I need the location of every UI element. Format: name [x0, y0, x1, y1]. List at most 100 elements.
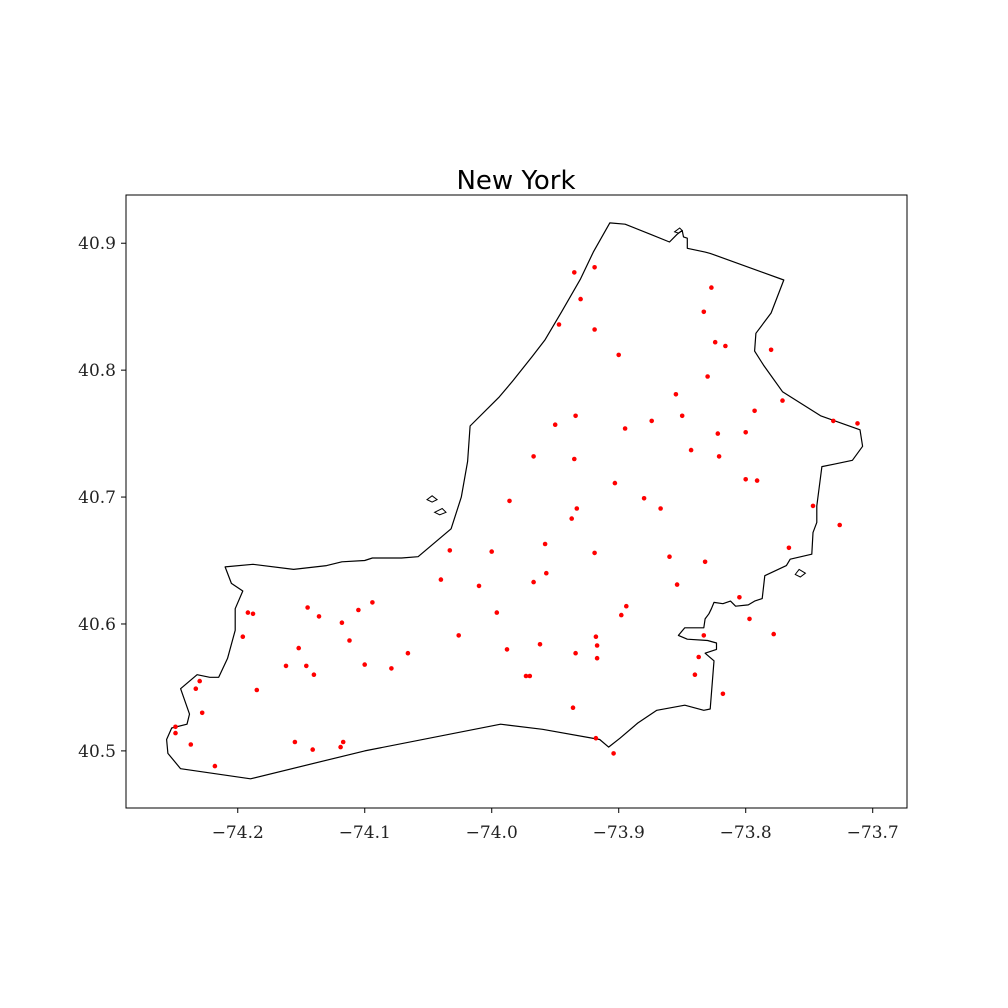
data-point [592, 265, 597, 270]
data-point [447, 548, 453, 553]
data-point [338, 744, 343, 750]
data-point [658, 506, 663, 511]
data-point [592, 327, 597, 332]
x-axis: −74.2 −74.1 −74.0 −73.9 −73.8 −73.7 [212, 808, 899, 843]
data-point [531, 579, 536, 585]
data-point [296, 645, 302, 651]
data-point [594, 655, 600, 661]
plot-area [166, 222, 864, 780]
chart-title: New York [456, 166, 575, 196]
y-axis: 40.5 40.6 40.7 40.8 40.9 [78, 234, 126, 762]
data-point [786, 545, 792, 551]
data-point [619, 612, 624, 618]
data-point [254, 687, 260, 693]
y-tick-label: 40.7 [78, 488, 116, 508]
data-point [542, 541, 548, 547]
data-point [537, 642, 543, 647]
data-point [768, 347, 774, 353]
data-point [810, 503, 816, 509]
data-point [712, 339, 718, 345]
data-point [527, 673, 533, 679]
data-point [593, 735, 599, 741]
y-tick-label: 40.6 [78, 615, 116, 635]
data-point [304, 663, 309, 669]
data-point [667, 554, 672, 559]
data-point [199, 710, 205, 716]
data-point [622, 426, 628, 431]
data-point [743, 477, 748, 482]
data-point [173, 730, 178, 736]
data-point [594, 643, 600, 648]
city-boundary [166, 222, 864, 780]
data-point [696, 654, 701, 660]
data-point [531, 454, 536, 459]
data-point [340, 739, 346, 745]
data-point [504, 647, 510, 652]
data-point [701, 633, 707, 638]
data-point [616, 352, 621, 358]
data-point [389, 666, 394, 671]
data-point [641, 496, 647, 501]
data-point [673, 392, 679, 397]
x-tick-label: −73.7 [847, 823, 899, 843]
data-point [456, 633, 462, 638]
data-point [572, 456, 577, 462]
x-tick-label: −74.0 [466, 823, 518, 843]
data-point [831, 418, 836, 424]
y-tick-label: 40.9 [78, 234, 116, 254]
data-point [339, 620, 345, 625]
x-tick-label: −73.9 [593, 823, 645, 843]
data-point [362, 662, 368, 667]
data-point [737, 595, 742, 600]
y-tick-label: 40.5 [78, 742, 116, 762]
data-point [552, 422, 558, 428]
data-point [837, 522, 842, 528]
data-point [489, 549, 495, 554]
data-point [752, 408, 757, 414]
data-point [405, 650, 411, 656]
data-point [569, 516, 574, 521]
x-tick-label: −74.1 [339, 823, 391, 843]
data-point [305, 605, 310, 610]
x-tick-label: −73.8 [720, 823, 772, 843]
data-point [688, 447, 694, 453]
data-point [723, 343, 728, 349]
data-point [476, 583, 482, 589]
data-point [780, 398, 785, 403]
data-point [356, 607, 361, 613]
island-outline [426, 495, 439, 503]
data-point [702, 559, 708, 565]
data-point [578, 296, 583, 302]
data-point [674, 582, 680, 587]
data-point [624, 603, 629, 609]
data-point [245, 610, 251, 615]
axes-frame [125, 194, 908, 809]
data-point [316, 614, 322, 619]
data-point [574, 506, 580, 511]
island-outline [433, 507, 447, 516]
data-point [572, 270, 577, 275]
data-point [494, 610, 500, 615]
data-point [709, 285, 714, 290]
data-point [612, 480, 618, 486]
data-point [507, 498, 512, 504]
data-point [212, 763, 218, 769]
data-point [701, 309, 707, 315]
data-point [570, 705, 576, 710]
data-point [283, 663, 289, 669]
data-point [573, 413, 578, 419]
data-point [240, 634, 246, 639]
data-point [692, 672, 698, 677]
data-point [292, 739, 298, 745]
data-point [743, 430, 748, 435]
data-point [556, 322, 562, 327]
island-outline [673, 227, 683, 234]
data-point [188, 742, 194, 747]
data-point [716, 454, 722, 459]
data-point [679, 413, 685, 419]
data-point [173, 724, 178, 730]
data-point [592, 550, 597, 556]
data-point [720, 691, 726, 697]
